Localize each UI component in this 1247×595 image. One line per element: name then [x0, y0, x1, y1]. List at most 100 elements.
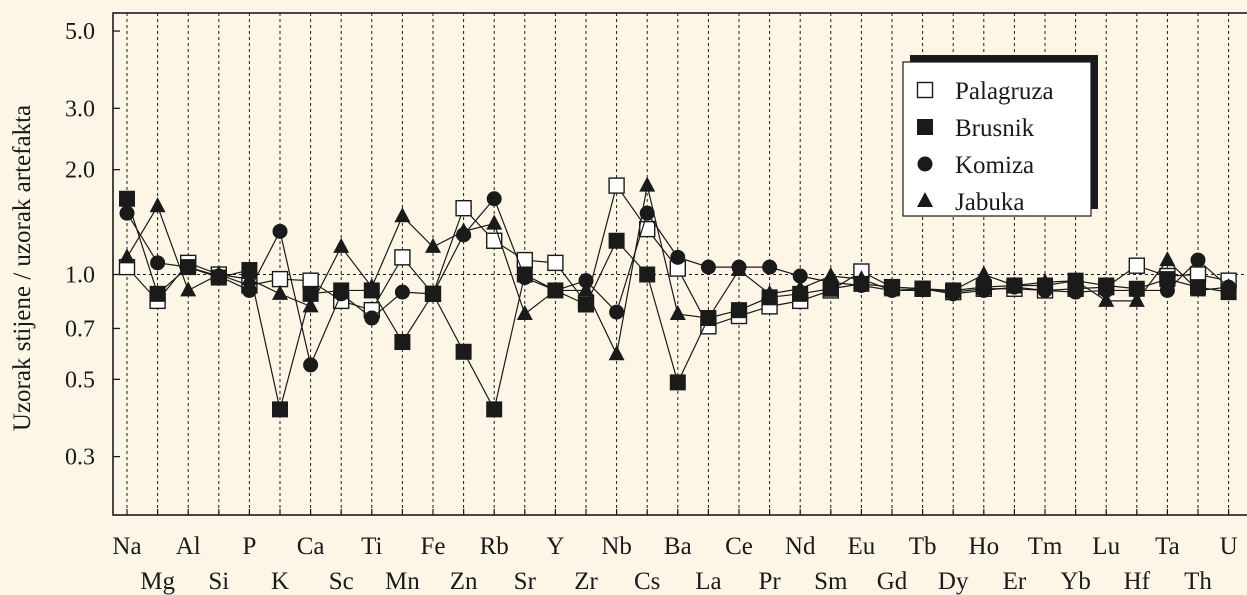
point-jabuka [700, 309, 717, 325]
point-komiza [364, 310, 380, 326]
point-komiza [1068, 284, 1084, 300]
point-jabuka [1067, 271, 1084, 287]
point-komiza [1159, 282, 1175, 298]
plot-frame [112, 12, 1247, 516]
point-palagruza [486, 232, 503, 249]
x-tick-label: Er [1003, 568, 1027, 595]
legend-label: Jabuka [955, 189, 1024, 216]
x-tick-label: Zn [450, 568, 478, 595]
point-jabuka [945, 281, 962, 297]
x-tick-label: Pr [758, 568, 781, 595]
point-jabuka [822, 267, 839, 283]
point-jabuka [608, 345, 625, 361]
point-jabuka [1220, 278, 1237, 294]
point-jabuka [792, 279, 809, 295]
x-tick-label: Sm [814, 568, 848, 595]
x-tick-label: Ce [725, 533, 753, 560]
point-jabuka [210, 265, 227, 281]
x-tick-label: La [695, 568, 721, 595]
x-tick-label: Ho [969, 533, 1000, 560]
point-jabuka [180, 281, 197, 297]
point-jabuka [333, 237, 350, 253]
point-palagruza [547, 254, 564, 272]
x-tick-label: Ca [297, 533, 325, 560]
point-komiza [150, 255, 166, 271]
x-tick-label: Gd [877, 568, 908, 595]
x-tick-label: Rb [480, 533, 509, 560]
point-komiza [272, 223, 288, 239]
point-komiza [762, 259, 778, 275]
x-tick-label: Th [1184, 568, 1212, 595]
x-tick-label: Si [208, 568, 229, 595]
legend-label: Komiza [955, 152, 1034, 179]
point-jabuka [975, 265, 992, 281]
x-tick-label: Tb [909, 533, 937, 560]
x-tick-label: Sr [514, 568, 537, 595]
y-tick-label: 3.0 [65, 96, 95, 122]
point-palagruza [1128, 257, 1146, 274]
point-komiza [700, 259, 716, 275]
point-komiza [609, 304, 625, 320]
point-jabuka [884, 281, 900, 297]
point-jabuka [914, 281, 931, 297]
x-tick-label: Y [546, 533, 564, 560]
x-tick-label: Mg [140, 568, 175, 595]
point-komiza [976, 282, 992, 298]
point-jabuka [394, 207, 411, 223]
x-tick-label: Na [112, 533, 141, 560]
x-tick-label: Tm [1028, 533, 1063, 560]
x-tick-label: Ti [361, 533, 382, 560]
point-brusnik [149, 285, 166, 302]
point-komiza [486, 191, 502, 207]
y-tick-label: 1.0 [65, 263, 95, 289]
point-jabuka [1037, 273, 1053, 289]
point-komiza [303, 357, 319, 373]
point-jabuka [547, 281, 564, 297]
point-palagruza [608, 177, 625, 194]
point-komiza [394, 284, 410, 300]
legend-marker [917, 119, 933, 135]
point-jabuka [516, 305, 533, 321]
point-brusnik [608, 232, 625, 249]
point-komiza [517, 270, 533, 286]
x-tick-label: Nb [601, 533, 632, 560]
point-brusnik [119, 190, 135, 207]
x-tick-label: Mn [385, 568, 420, 595]
point-palagruza [394, 249, 411, 266]
point-palagruza [271, 270, 289, 288]
point-brusnik [669, 374, 686, 391]
y-tick-label: 0.3 [65, 445, 95, 471]
series-jabuka [119, 176, 1237, 361]
legend-box [902, 61, 1092, 217]
point-komiza [578, 273, 594, 289]
x-tick-label: U [1220, 533, 1238, 560]
point-komiza [241, 282, 257, 298]
point-komiza [792, 268, 808, 284]
point-jabuka [761, 284, 778, 300]
legend-marker [917, 156, 933, 172]
point-jabuka [1159, 251, 1176, 267]
point-komiza [1129, 282, 1145, 298]
point-brusnik [486, 401, 503, 418]
y-tick-label: 2.0 [65, 158, 95, 184]
point-komiza [1098, 282, 1114, 298]
point-jabuka [119, 248, 135, 264]
legend-marker [917, 192, 933, 207]
point-komiza [333, 286, 349, 302]
point-jabuka [1190, 281, 1206, 297]
point-jabuka [241, 270, 258, 286]
y-tick-label: 0.5 [65, 367, 95, 393]
point-jabuka [149, 197, 166, 213]
point-brusnik [578, 296, 594, 313]
point-jabuka [486, 214, 503, 230]
legend: Palagruza Brusnik Komiza Jabuka [902, 55, 1098, 217]
x-tick-label: Lu [1092, 533, 1120, 560]
legend-label: Brusnik [955, 115, 1035, 142]
x-tick-label: K [271, 568, 289, 595]
point-jabuka [455, 222, 472, 238]
y-tick-label: 5.0 [65, 19, 95, 45]
x-tick-label: Ba [664, 533, 692, 560]
point-komiza [425, 286, 441, 302]
point-jabuka [853, 270, 870, 286]
point-jabuka [1128, 291, 1145, 307]
